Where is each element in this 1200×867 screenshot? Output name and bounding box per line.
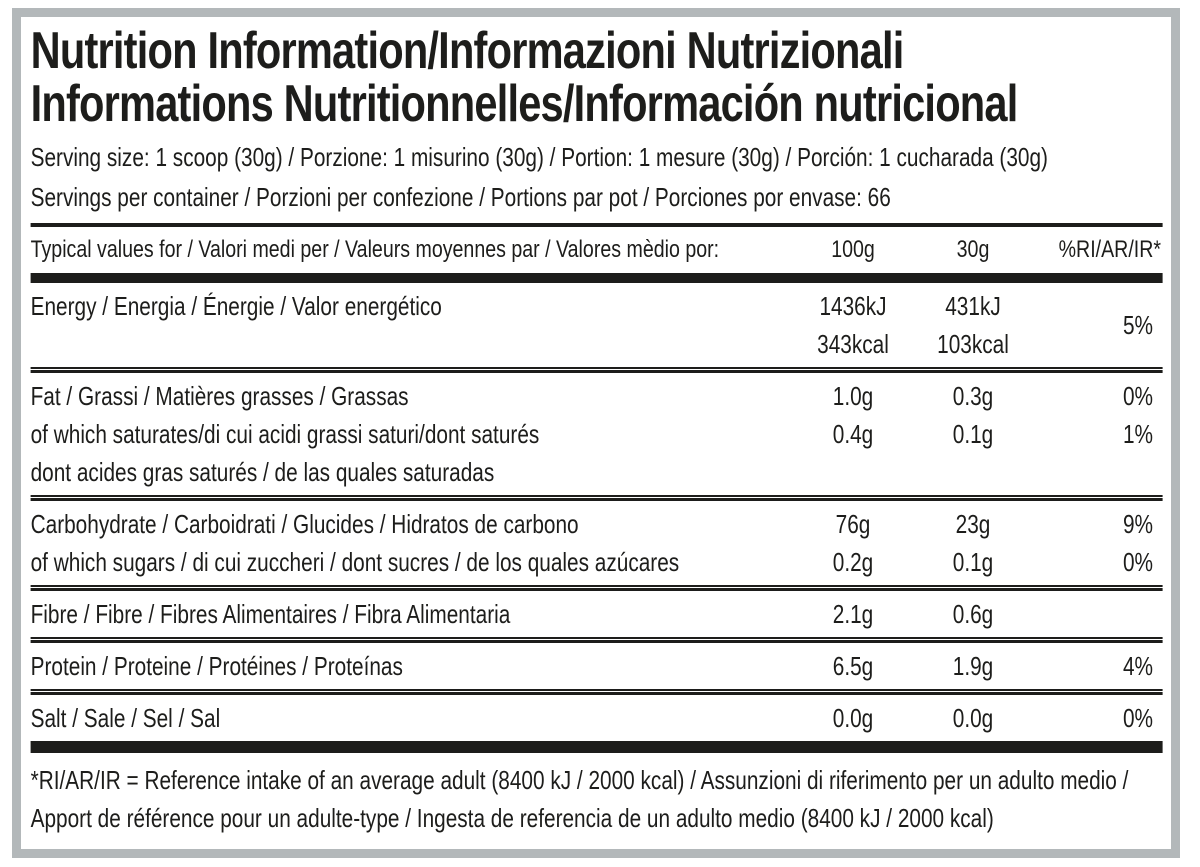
- table-row-energy: Energy / Energia / Énergie / Valor energ…: [31, 283, 1163, 367]
- table-header-row: Typical values for / Valori medi per / V…: [31, 227, 1163, 273]
- row-label: Protein / Proteine / Protéines / Proteín…: [30, 651, 403, 681]
- row-separator: [30, 367, 1163, 373]
- value-30g: 0.1g: [952, 419, 994, 449]
- table-row-carbohydrate: Carbohydrate / Carboidrati / Glucides / …: [31, 501, 1163, 585]
- header-col-ri: %RI/AR/IR*: [1058, 236, 1161, 263]
- value-100g: 343kcal: [817, 329, 889, 359]
- row-separator: [30, 689, 1163, 695]
- value-30g: 103kcal: [937, 329, 1009, 359]
- row-label: of which sugars / di cui zuccheri / dont…: [30, 547, 680, 577]
- value-ri: 0%: [1122, 381, 1153, 411]
- value-30g: 1.9g: [952, 651, 994, 681]
- header-col-100g: 100g: [831, 236, 875, 263]
- row-label: of which saturates/di cui acidi grassi s…: [30, 419, 540, 449]
- title-line-2: Informations Nutritionnelles/Información…: [30, 75, 1019, 133]
- table-row-protein: Protein / Proteine / Protéines / Proteín…: [31, 643, 1163, 689]
- value-30g: 431kJ: [945, 291, 1001, 321]
- value-ri: 0%: [1122, 703, 1153, 733]
- value-30g: 23g: [955, 509, 991, 539]
- serving-size-text: Serving size: 1 scoop (30g) / Porzione: …: [30, 142, 1048, 172]
- row-separator: [30, 637, 1163, 643]
- reference-intake-footnote: *RI/AR/IR = Reference intake of an avera…: [30, 765, 1129, 833]
- value-100g: 0.2g: [832, 547, 874, 577]
- row-label: Carbohydrate / Carboidrati / Glucides / …: [30, 509, 579, 539]
- thick-rule-above-footnote: [30, 741, 1163, 753]
- row-label: Fat / Grassi / Matières grasses / Grassa…: [30, 381, 409, 411]
- title-line-1: Nutrition Information/Informazioni Nutri…: [30, 22, 905, 80]
- label-content: Nutrition Information/Informazioni Nutri…: [21, 17, 1171, 837]
- value-30g: 0.6g: [952, 599, 994, 629]
- row-label: dont acides gras saturés / de las quales…: [30, 457, 495, 487]
- value-100g: 6.5g: [832, 651, 874, 681]
- page-title: Nutrition Information/Informazioni Nutri…: [31, 25, 1163, 131]
- value-30g: 0.1g: [952, 547, 994, 577]
- value-ri: 1%: [1122, 419, 1153, 449]
- value-30g: 0.3g: [952, 381, 994, 411]
- row-label: Salt / Sale / Sel / Sal: [30, 703, 221, 733]
- header-label: Typical values for / Valori medi per / V…: [30, 236, 720, 263]
- row-label: Fibre / Fibre / Fibres Alimentaires / Fi…: [30, 599, 511, 629]
- table-row-fat: Fat / Grassi / Matières grasses / Grassa…: [31, 373, 1163, 495]
- value-ri: 0%: [1122, 547, 1153, 577]
- value-100g: 1.0g: [832, 381, 874, 411]
- table-row-salt: Salt / Sale / Sel / Sal 0.0g 0.0g 0%: [31, 695, 1163, 741]
- row-separator: [30, 585, 1163, 591]
- value-100g: 0.0g: [832, 703, 874, 733]
- header-col-30g: 30g: [956, 236, 990, 263]
- table-row-fibre: Fibre / Fibre / Fibres Alimentaires / Fi…: [31, 591, 1163, 637]
- value-ri: 5%: [1122, 310, 1153, 340]
- value-100g: 76g: [835, 509, 871, 539]
- value-100g: 0.4g: [832, 419, 874, 449]
- value-ri: 9%: [1122, 509, 1153, 539]
- value-30g: 0.0g: [952, 703, 994, 733]
- servings-per-container-text: Servings per container / Porzioni per co…: [30, 182, 891, 212]
- thick-rule-below-header: [30, 273, 1163, 283]
- value-100g: 2.1g: [832, 599, 874, 629]
- value-ri: 4%: [1122, 651, 1153, 681]
- row-label: Energy / Energia / Énergie / Valor energ…: [30, 291, 442, 321]
- nutrition-label: Nutrition Information/Informazioni Nutri…: [12, 8, 1180, 858]
- value-100g: 1436kJ: [819, 291, 887, 321]
- row-separator: [30, 495, 1163, 501]
- rule-above-header: [30, 223, 1163, 227]
